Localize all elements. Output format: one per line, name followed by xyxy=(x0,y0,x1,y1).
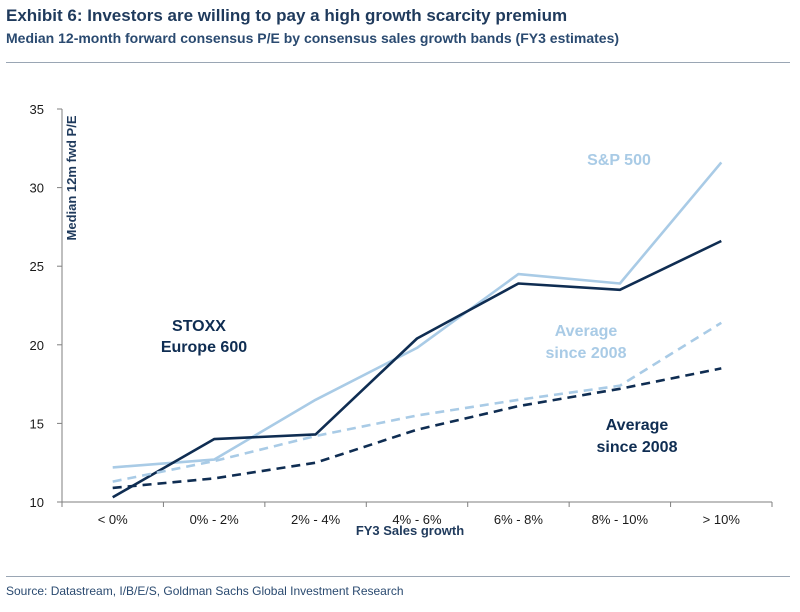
annotation-stoxx: STOXX xyxy=(172,318,226,335)
x-tick-label: 4% - 6% xyxy=(392,512,442,527)
y-tick-label: 20 xyxy=(30,338,44,353)
line-chart: 10 15 20 25 30 35 < 0% 0% - 2% 2% - 4% 4% - 6% 6% … xyxy=(30,102,773,538)
annotation-sp500: S&P 500 xyxy=(587,152,651,169)
annotation-avg-stoxx-since: since 2008 xyxy=(597,439,678,456)
x-tick-label: > 10% xyxy=(703,512,741,527)
x-tick-label: < 0% xyxy=(98,512,128,527)
top-divider xyxy=(6,62,790,63)
y-tick-label: 35 xyxy=(30,102,44,117)
annotation-europe600: Europe 600 xyxy=(161,339,247,356)
y-tick-label: 10 xyxy=(30,495,44,510)
x-tick-label: 8% - 10% xyxy=(592,512,649,527)
x-tick-label: 6% - 8% xyxy=(494,512,544,527)
x-axis-title: FY3 Sales growth xyxy=(356,523,464,538)
x-tick-label: 2% - 4% xyxy=(291,512,341,527)
series-line-1 xyxy=(112,239,722,499)
bottom-divider xyxy=(6,576,790,577)
y-tick-label: 25 xyxy=(30,259,44,274)
x-tick-label: 0% - 2% xyxy=(190,512,240,527)
y-tick-label: 15 xyxy=(30,416,44,431)
series-line-2 xyxy=(112,321,722,483)
chart-title: Exhibit 6: Investors are willing to pay … xyxy=(6,6,568,25)
annotation-avg-stoxx: Average xyxy=(606,417,669,434)
annotation-avg-sp500: Average xyxy=(555,323,618,340)
chart-axes: 10 15 20 25 30 35 < 0% 0% - 2% 2% - 4% 4% - 6% 6% … xyxy=(30,102,773,527)
y-axis-title: Median 12m fwd P/E xyxy=(64,115,79,240)
annotation-avg-sp500-since: since 2008 xyxy=(546,345,627,362)
y-tick-label: 30 xyxy=(30,181,44,196)
series-line-0 xyxy=(112,161,723,469)
series-line-3 xyxy=(112,367,722,490)
chart-series xyxy=(112,161,723,499)
chart-subtitle: Median 12-month forward consensus P/E by… xyxy=(6,30,620,46)
source-note: Source: Datastream, I/B/E/S, Goldman Sac… xyxy=(6,584,404,598)
